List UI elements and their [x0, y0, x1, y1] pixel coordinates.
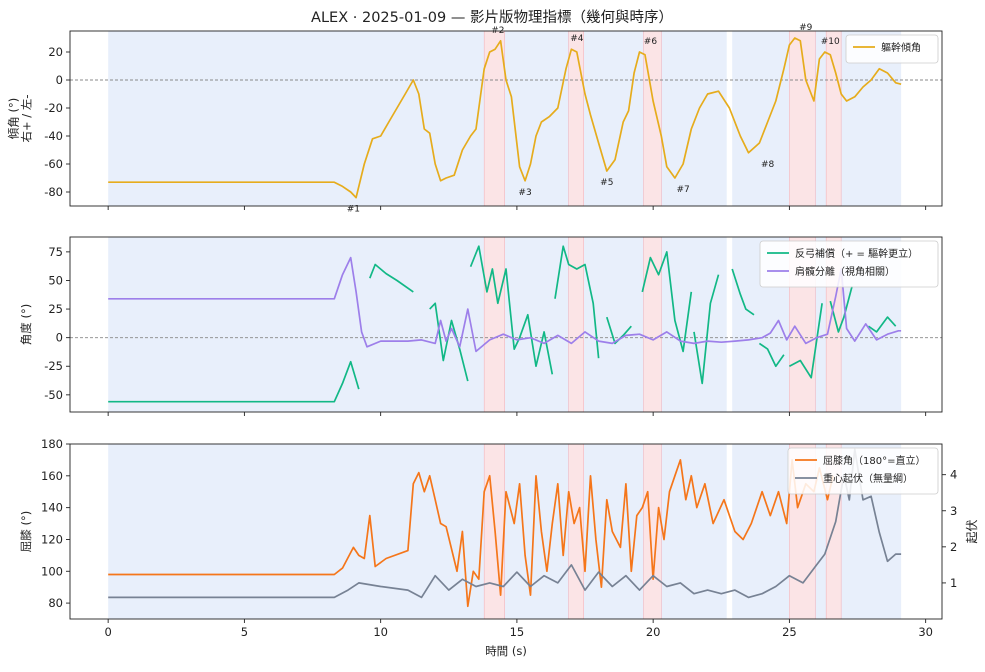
series-line-1-seg-8: [693, 274, 720, 385]
x-tick-label: 20: [646, 625, 661, 639]
figure-title: ALEX · 2025-01-09 — 影片版物理指標（幾何與時序）: [311, 9, 673, 26]
event-annotation: #9: [799, 23, 813, 33]
panel-3: 0 5 10 15 20 25 30 80 100 120 140 160 180 1 2 3 4 起伏 屈膝 (°…: [19, 437, 979, 658]
event-annotation: #10: [821, 37, 840, 47]
panel-2: -50 -25 0 25 50 75 角度 (°) 反弓補償（+ = 驅幹更立） 肩髖分離（視角…: [19, 236, 943, 416]
y-tick-label: 50: [48, 273, 63, 287]
y-axis-label: 傾角 (°)右+ / 左-: [7, 95, 34, 143]
x-tick-label: 15: [510, 625, 525, 639]
series-line-1-seg-10: [758, 342, 785, 368]
y-tick-label: -50: [44, 388, 63, 402]
event-annotation: #1: [347, 205, 360, 215]
y-tick-label: -80: [44, 185, 63, 199]
x-tick-label: 5: [241, 625, 248, 639]
y2-tick-label: 4: [950, 468, 957, 482]
series-line-1-seg-1: [108, 360, 360, 403]
y-axis-label: 屈膝 (°): [19, 511, 33, 552]
series-line-1-seg-12: [829, 285, 853, 333]
plot-frame: [69, 443, 943, 620]
event-band: [483, 31, 505, 206]
series-line-2: [108, 256, 902, 353]
legend: 反弓補償（+ = 驅幹更立） 肩髖分離（視角相關）: [759, 240, 939, 288]
series-line-1: [108, 459, 834, 608]
event-band: [643, 237, 662, 412]
series-line-1-seg-7: [641, 251, 693, 353]
x-tick-label: 10: [373, 625, 388, 639]
y2-tick-label: 1: [950, 576, 957, 590]
stance-band: [108, 444, 727, 619]
y-tick-label: 140: [41, 501, 63, 515]
phase-bands: [108, 31, 902, 206]
stance-band: [108, 31, 727, 206]
legend-label: 肩髖分離（視角相關）: [795, 265, 895, 278]
y-tick-label: -40: [44, 129, 63, 143]
event-band: [568, 444, 584, 619]
y-tick-label: 80: [48, 596, 63, 610]
series-line-1-seg-13: [867, 316, 897, 333]
x-tick-label: 30: [918, 625, 933, 639]
legend-label: 重心起伏（無量綱）: [823, 472, 913, 485]
y-tick-label: 25: [48, 302, 63, 316]
y-tick-label: -60: [44, 157, 63, 171]
y-tick-label: 0: [56, 73, 63, 87]
stance-band: [108, 237, 727, 412]
event-band: [568, 31, 584, 206]
event-annotation: #8: [761, 160, 775, 170]
event-annotation: #4: [570, 34, 584, 44]
series-line-1-seg-9: [731, 268, 755, 316]
x-tick-label: 0: [104, 625, 111, 639]
y-tick-label: 75: [48, 245, 63, 259]
y-axis-label: 角度 (°): [19, 304, 33, 345]
legend-box: [845, 34, 939, 64]
event-band: [568, 237, 584, 412]
series-line-1-seg-4: [469, 245, 554, 375]
plot-frame: [69, 30, 943, 207]
series-lines: [108, 37, 902, 199]
y2-tick-label: 3: [950, 504, 957, 518]
x-tick-label: 25: [782, 625, 797, 639]
y-tick-label: 160: [41, 469, 63, 483]
y-tick-label: 100: [41, 564, 63, 578]
legend-box: [787, 447, 939, 495]
y-tick-label: -25: [44, 359, 63, 373]
legend-label: 反弓補償（+ = 驅幹更立）: [795, 247, 918, 260]
legend-box: [759, 240, 939, 288]
series-line-1-seg-11: [789, 303, 823, 379]
plot-frame: [69, 236, 943, 413]
x-axis-label: 時間 (s): [485, 644, 527, 658]
series-line-1: [108, 37, 902, 199]
y2-axis-label: 起伏: [965, 519, 979, 543]
event-band: [825, 31, 842, 206]
legend: 屈膝角（180°=直立） 重心起伏（無量綱）: [787, 447, 939, 495]
y-tick-label: -20: [44, 101, 63, 115]
series-line-1-seg-5: [554, 245, 600, 359]
event-annotation: #5: [600, 178, 613, 188]
legend-label: 屈膝角（180°=直立）: [823, 454, 925, 467]
y2-tick-label: 2: [950, 540, 957, 554]
event-annotation: #3: [518, 188, 531, 198]
series-line-1-seg-2: [369, 263, 414, 293]
event-annotation: #6: [644, 37, 658, 47]
series-lines: [108, 245, 902, 403]
y-tick-label: 120: [41, 532, 63, 546]
y-tick-label: 0: [56, 331, 63, 345]
series-line-1-seg-3: [429, 302, 469, 382]
event-band: [643, 444, 662, 619]
event-band: [483, 237, 505, 412]
event-annotation: #7: [676, 185, 689, 195]
y-tick-label: 180: [41, 437, 63, 451]
legend: 軀幹傾角: [845, 34, 939, 64]
y-tick-label: 20: [48, 45, 63, 59]
phase-bands: [108, 444, 902, 619]
legend-label: 軀幹傾角: [881, 41, 921, 54]
